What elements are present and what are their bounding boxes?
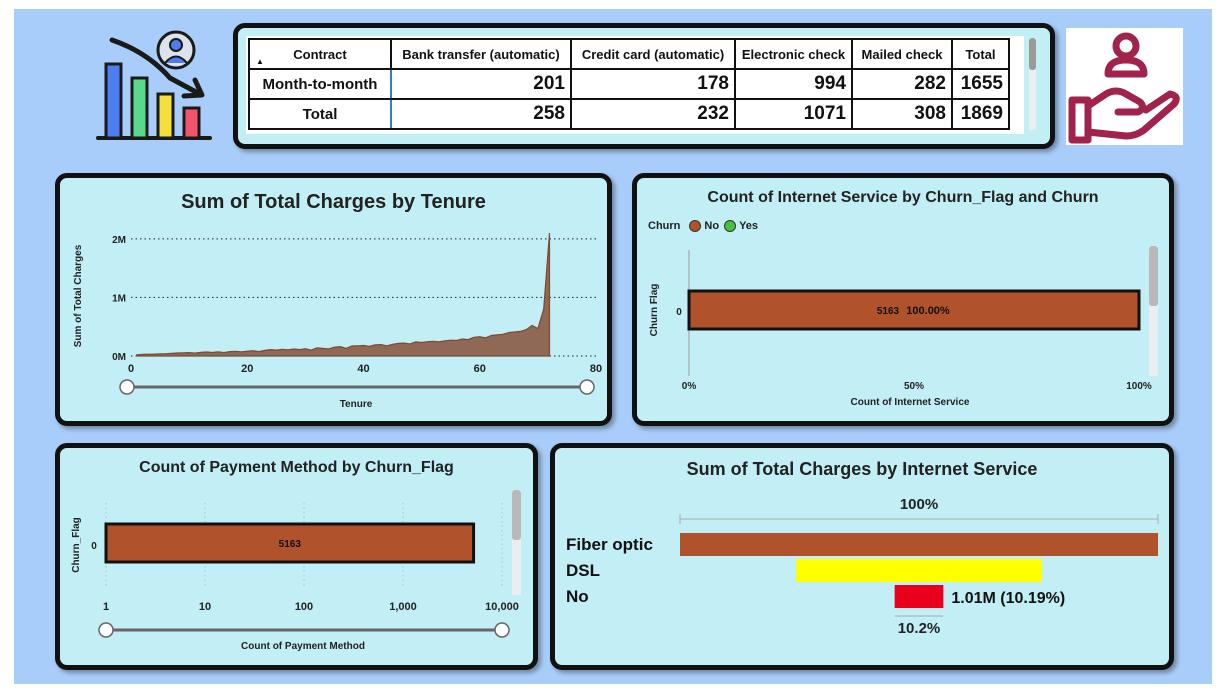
x-tick-label: 80: [590, 363, 602, 375]
matrix-header-total[interactable]: Total: [951, 38, 1010, 70]
chart-title: Sum of Total Charges by Tenure: [181, 191, 486, 213]
matrix-header-bank-transfer[interactable]: Bank transfer (automatic): [390, 38, 572, 70]
matrix-header-row: Contract ▲ Bank transfer (automatic) Cred…: [248, 38, 1010, 70]
bar-segment-no[interactable]: [687, 289, 1141, 331]
sort-ascending-icon[interactable]: ▲: [256, 57, 264, 66]
matrix-header-electronic-check[interactable]: Electronic check: [734, 38, 853, 70]
matrix-row-total: Total 258 232 1071 308 1869: [248, 98, 1010, 130]
legend-title: Churn: [648, 220, 681, 232]
matrix-cell: 308: [851, 98, 953, 130]
bottom-percent-label: 10.2%: [898, 620, 941, 637]
x-tick-label: 10,000: [485, 601, 519, 613]
chart-title: Sum of Total Charges by Internet Service: [686, 459, 1038, 479]
area-series-total-charges: [136, 232, 551, 357]
top-percent-label: 100%: [900, 496, 938, 513]
category-label: Fiber optic: [566, 535, 653, 554]
x-tick-label: 0: [128, 363, 134, 375]
funnel-bar-fiber-optic[interactable]: [680, 533, 1158, 556]
x-tick-label: 50%: [904, 381, 924, 392]
churn-bar-chart: Churn Flag Count of Internet Service 0 51…: [649, 250, 1152, 408]
x-tick-label: 10: [199, 601, 211, 613]
chart-scrollbar-thumb[interactable]: [1149, 246, 1158, 306]
matrix-cell: 258: [390, 98, 572, 130]
range-slider-start-handle[interactable]: [98, 622, 114, 638]
matrix-cell: 282: [851, 68, 953, 100]
funnel-chart: 100% Fiber optic DSL No 1.01M (10.19%) 10.2%: [566, 496, 1159, 637]
matrix-row-label: Total: [248, 98, 392, 130]
area-chart: Sum of Total Charges Tenure 0M 1M 2M 0 20 40 6…: [73, 232, 602, 410]
total-charges-internet-service-panel: Sum of Total Charges by Internet Service…: [550, 443, 1174, 670]
y-tick-label: 0: [676, 307, 682, 318]
data-label-percent: 100.00%: [906, 305, 950, 317]
x-tick-label: 0%: [682, 381, 697, 392]
matrix-scrollbar-thumb[interactable]: [1029, 38, 1036, 70]
x-tick-label: 100%: [1126, 381, 1152, 392]
y-tick-label: 2M: [112, 235, 126, 246]
funnel-bar-dsl[interactable]: [796, 559, 1042, 582]
y-axis-label: Sum of Total Charges: [73, 244, 84, 347]
matrix-header-contract[interactable]: Contract ▲: [248, 38, 392, 70]
contract-payment-matrix: Contract ▲ Bank transfer (automatic) Cred…: [248, 38, 1010, 130]
y-tick-label: 1M: [112, 293, 126, 304]
chart-legend: Churn No Yes: [648, 220, 758, 232]
matrix-header-mailed-check[interactable]: Mailed check: [851, 38, 953, 70]
y-tick-label: 0: [91, 541, 97, 552]
internet-service-churn-panel: Count of Internet Service by Churn_Flag …: [632, 173, 1174, 426]
hand-user-icon: [1068, 32, 1180, 144]
matrix-cell: 1655: [951, 68, 1010, 100]
bar-payment-method[interactable]: [104, 522, 476, 564]
x-axis-label: Count of Payment Method: [241, 641, 365, 652]
x-tick-label: 40: [357, 363, 369, 375]
chart-scrollbar[interactable]: [512, 490, 521, 595]
matrix-cell: 994: [734, 68, 853, 100]
data-label: 5163: [279, 539, 302, 550]
legend-dot-yes: [724, 220, 737, 232]
range-slider-end-handle[interactable]: [579, 379, 595, 395]
payment-method-churn-panel: Count of Payment Method by Churn_Flag Ch…: [55, 443, 538, 670]
range-slider-start-handle[interactable]: [119, 379, 135, 395]
x-tick-label: 20: [241, 363, 253, 375]
chart-scrollbar[interactable]: [1149, 246, 1158, 376]
data-label-count: 5163: [877, 306, 900, 317]
x-axis-label: Count of Internet Service: [851, 397, 970, 408]
category-label: DSL: [566, 561, 600, 580]
legend-item-yes[interactable]: Yes: [739, 220, 759, 232]
contract-payment-matrix-panel: Contract ▲ Bank transfer (automatic) Cred…: [233, 23, 1055, 149]
matrix-scrollbar[interactable]: [1029, 38, 1036, 130]
matrix-cell: 1071: [734, 98, 853, 130]
matrix-cell: 178: [570, 68, 736, 100]
matrix-cell: 201: [390, 68, 572, 100]
x-tick-label: 1: [103, 601, 109, 613]
x-axis-label: Tenure: [340, 399, 373, 410]
y-tick-label: 0M: [112, 352, 126, 363]
payment-bar-chart: Churn_Flag Count of Payment Method 1 10 10…: [71, 503, 519, 652]
matrix-row-month-to-month: Month-to-month 201 178 994 282 1655: [248, 68, 1010, 100]
x-tick-label: 60: [474, 363, 486, 375]
matrix-header-credit-card[interactable]: Credit card (automatic): [570, 38, 736, 70]
legend-dot-no: [689, 220, 702, 232]
legend-item-no[interactable]: No: [704, 220, 720, 232]
matrix-row-label: Month-to-month: [248, 68, 392, 100]
y-axis-label: Churn Flag: [649, 284, 660, 337]
total-charges-by-tenure-panel: Sum of Total Charges by Tenure Sum of To…: [55, 173, 612, 426]
data-label: 1.01M (10.19%): [951, 590, 1065, 607]
funnel-bar-no[interactable]: [894, 585, 944, 608]
x-tick-label: 1,000: [389, 601, 417, 613]
chart-decline-user-icon: [96, 30, 212, 140]
chart-title: Count of Internet Service by Churn_Flag …: [707, 189, 1099, 206]
category-label: No: [566, 587, 589, 606]
range-slider-end-handle[interactable]: [494, 622, 510, 638]
y-axis-label: Churn_Flag: [71, 517, 82, 573]
matrix-cell: 232: [570, 98, 736, 130]
chart-scrollbar-thumb[interactable]: [512, 490, 521, 540]
x-tick-label: 100: [295, 601, 313, 613]
chart-title: Count of Payment Method by Churn_Flag: [139, 459, 454, 476]
matrix-cell: 1869: [951, 98, 1010, 130]
